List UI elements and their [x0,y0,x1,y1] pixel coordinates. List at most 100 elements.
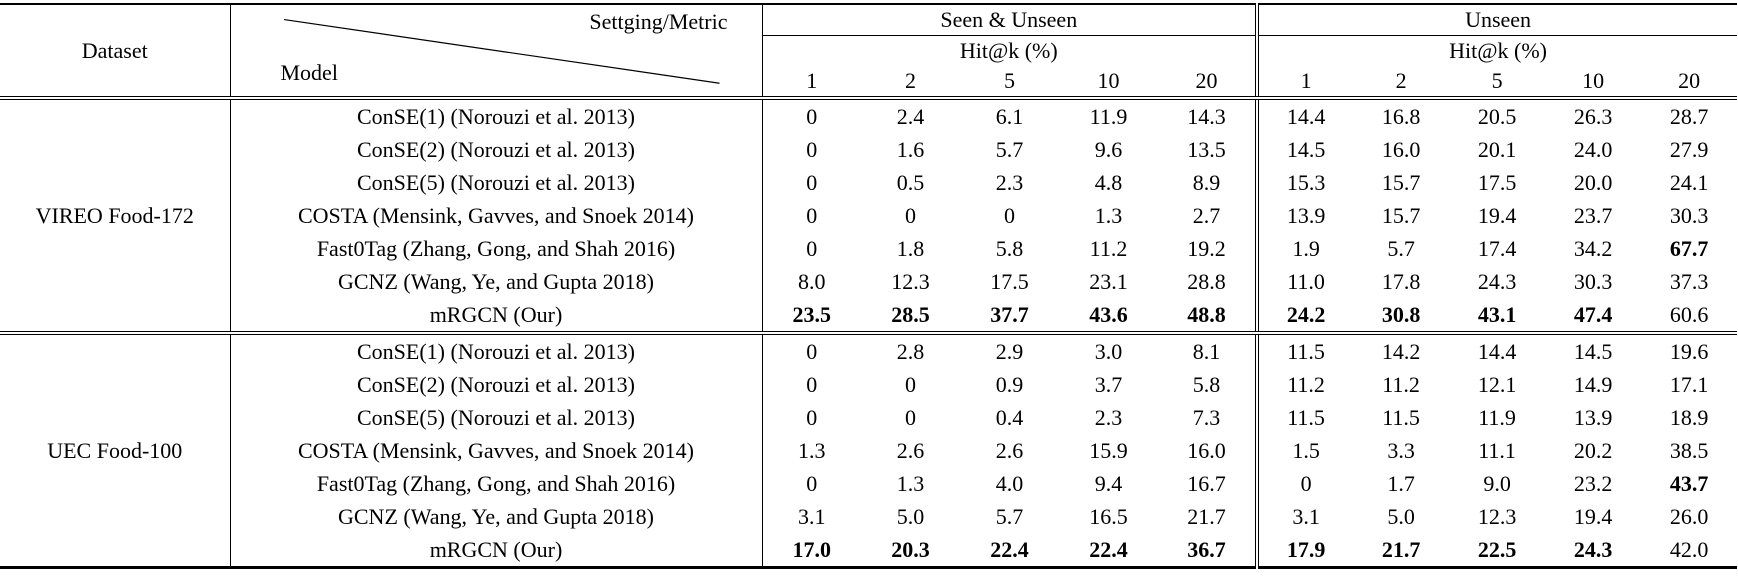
value-unseen-hit5: 22.5 [1477,537,1517,562]
table-row: ConSE(2) (Norouzi et al. 2013) 0 1.6 5.7 9.6… [0,133,1737,166]
value-unseen-hit20: 27.9 [1669,137,1709,162]
value-unseen-hit2: 14.2 [1381,339,1421,364]
value-seen-unseen-hit5: 2.6 [995,438,1024,463]
value-seen-unseen-hit2: 5.0 [896,504,925,529]
model-cell: mRGCN (Our) [230,533,763,568]
value-unseen-hit20: 38.5 [1669,438,1709,463]
value-seen-unseen-hit2: 2.6 [896,438,925,463]
value-seen-unseen-hit5: 5.7 [995,504,1024,529]
value-seen-unseen-hit10: 11.9 [1089,104,1128,129]
value-seen-unseen-hit1: 0 [806,203,818,228]
header-group-row: Dataset Settging/Metric Model Seen & Uns… [0,4,1738,100]
value-seen-unseen-hit10: 11.2 [1089,236,1128,261]
value-seen-unseen-hit5: 0.9 [995,372,1024,397]
value-seen-unseen-hit1: 0 [806,471,818,496]
value-seen-unseen-hit1: 0 [806,104,818,129]
value-seen-unseen-hit5: 5.7 [995,137,1024,162]
value-seen-unseen-hit10: 3.7 [1094,372,1123,397]
value-unseen-hit2: 30.8 [1353,298,1450,335]
value-unseen-hit5: 11.9 [1478,405,1516,430]
value-unseen-hit10: 13.9 [1573,405,1613,430]
model-cell: ConSE(1) (Norouzi et al. 2013) [230,98,763,133]
value-unseen-hit1: 11.2 [1255,368,1354,401]
value-unseen-hit1: 14.4 [1255,98,1354,133]
value-unseen-hit5: 12.1 [1477,372,1517,397]
table-row: GCNZ (Wang, Ye, and Gupta 2018) 3.1 5.0 5.7… [0,500,1737,533]
value-unseen-hit5: 24.3 [1477,269,1517,294]
hitk-header-seen-unseen-1: 1 [762,66,861,100]
hitk-header-unseen-1: 1 [1255,66,1354,100]
value-seen-unseen-hit2: 1.3 [896,471,925,496]
value-seen-unseen-hit10: 9.4 [1094,471,1123,496]
header-k-row: 1 2 5 10 20 1 2 5 10 20 [0,66,1738,100]
value-seen-unseen-hit2: 20.3 [891,537,930,562]
value-seen-unseen-hit2: 0 [905,405,916,430]
value-unseen-hit1: 1.5 [1255,434,1354,467]
value-seen-unseen-hit20: 8.9 [1192,170,1221,195]
hitk-header-unseen-20: 20 [1641,66,1738,100]
value-seen-unseen-hit20: 14.3 [1187,104,1226,129]
value-seen-unseen-hit10: 3.0 [1094,339,1123,364]
value-seen-unseen-hit10: 23.1 [1089,269,1128,294]
model-cell: ConSE(1) (Norouzi et al. 2013) [230,333,763,368]
value-unseen-hit20: 19.6 [1669,339,1709,364]
value-unseen-hit1: 3.1 [1255,500,1354,533]
value-unseen-hit20: 24.1 [1669,170,1709,195]
value-seen-unseen-hit10: 2.3 [1094,405,1123,430]
value-unseen-hit1: 11.5 [1255,401,1354,434]
metric-header-unseen: Hit@k (%) [1255,35,1738,66]
value-unseen-hit10: 26.3 [1573,104,1613,129]
table-row: ConSE(5) (Norouzi et al. 2013) 0 0 0.4 2.3 7.… [0,401,1737,434]
value-seen-unseen-hit10: 1.3 [1094,203,1123,228]
value-unseen-hit10: 19.4 [1573,504,1613,529]
table-row: GCNZ (Wang, Ye, and Gupta 2018) 8.0 12.3 17… [0,265,1737,298]
value-unseen-hit1: 11.5 [1255,333,1354,368]
value-seen-unseen-hit20: 19.2 [1187,236,1226,261]
value-unseen-hit20: 42.0 [1669,537,1709,562]
group-header-seen-unseen: Seen & Unseen [762,4,1258,36]
value-seen-unseen-hit1: 0 [806,372,818,397]
value-unseen-hit2: 21.7 [1381,537,1421,562]
hitk-header-seen-unseen-10: 10 [1059,66,1158,100]
value-seen-unseen-hit10: 9.6 [1094,137,1123,162]
table-row: VIREO Food-172 ConSE(1) (Norouzi et al. 2… [0,98,1737,335]
model-cell: COSTA (Mensink, Gavves, and Snoek 2014) [230,199,763,232]
model-cell: Fast0Tag (Zhang, Gong, and Shah 2016) [230,467,763,500]
value-seen-unseen-hit1: 0 [806,236,818,261]
setting-metric-label: Settging/Metric [589,9,728,34]
value-unseen-hit5: 14.4 [1477,339,1517,364]
value-seen-unseen-hit10: 43.6 [1059,298,1158,335]
value-unseen-hit2: 11.2 [1382,372,1420,397]
value-seen-unseen-hit1: 17.0 [792,537,832,562]
value-unseen-hit20: 30.3 [1669,203,1709,228]
value-unseen-hit10: 30.3 [1573,269,1613,294]
value-unseen-hit10: 24.3 [1573,537,1613,562]
value-unseen-hit5: 19.4 [1477,203,1517,228]
value-unseen-hit1: 24.2 [1255,298,1354,335]
hitk-header-seen-unseen-20: 20 [1158,66,1258,100]
hitk-header-unseen-2: 2 [1353,66,1450,100]
value-seen-unseen-hit20: 7.3 [1192,405,1221,430]
value-unseen-hit10: 20.0 [1573,170,1613,195]
value-seen-unseen-hit2: 2.8 [896,339,925,364]
value-unseen-hit5: 11.1 [1478,438,1516,463]
value-seen-unseen-hit1: 8.0 [798,269,826,294]
value-unseen-hit10: 24.0 [1573,137,1613,162]
value-unseen-hit20: 60.6 [1641,298,1738,335]
table-row: Fast0Tag (Zhang, Gong, and Shah 2016) 0 1.… [0,232,1737,265]
value-unseen-hit20: 18.9 [1669,405,1709,430]
value-seen-unseen-hit20: 16.7 [1187,471,1226,496]
table-row: ConSE(2) (Norouzi et al. 2013) 0 0 0.9 3.7 5.… [0,368,1737,401]
value-seen-unseen-hit2: 12.3 [891,269,930,294]
model-cell: GCNZ (Wang, Ye, and Gupta 2018) [230,500,763,533]
value-unseen-hit20: 26.0 [1669,504,1709,529]
value-unseen-hit5: 17.4 [1477,236,1517,261]
value-unseen-hit2: 16.8 [1381,104,1421,129]
value-seen-unseen-hit5: 22.4 [990,537,1029,562]
value-unseen-hit2: 15.7 [1381,203,1421,228]
value-seen-unseen-hit20: 21.7 [1187,504,1226,529]
value-unseen-hit1: 11.0 [1255,265,1354,298]
value-unseen-hit2: 3.3 [1387,438,1415,463]
value-unseen-hit1: 13.9 [1255,199,1354,232]
